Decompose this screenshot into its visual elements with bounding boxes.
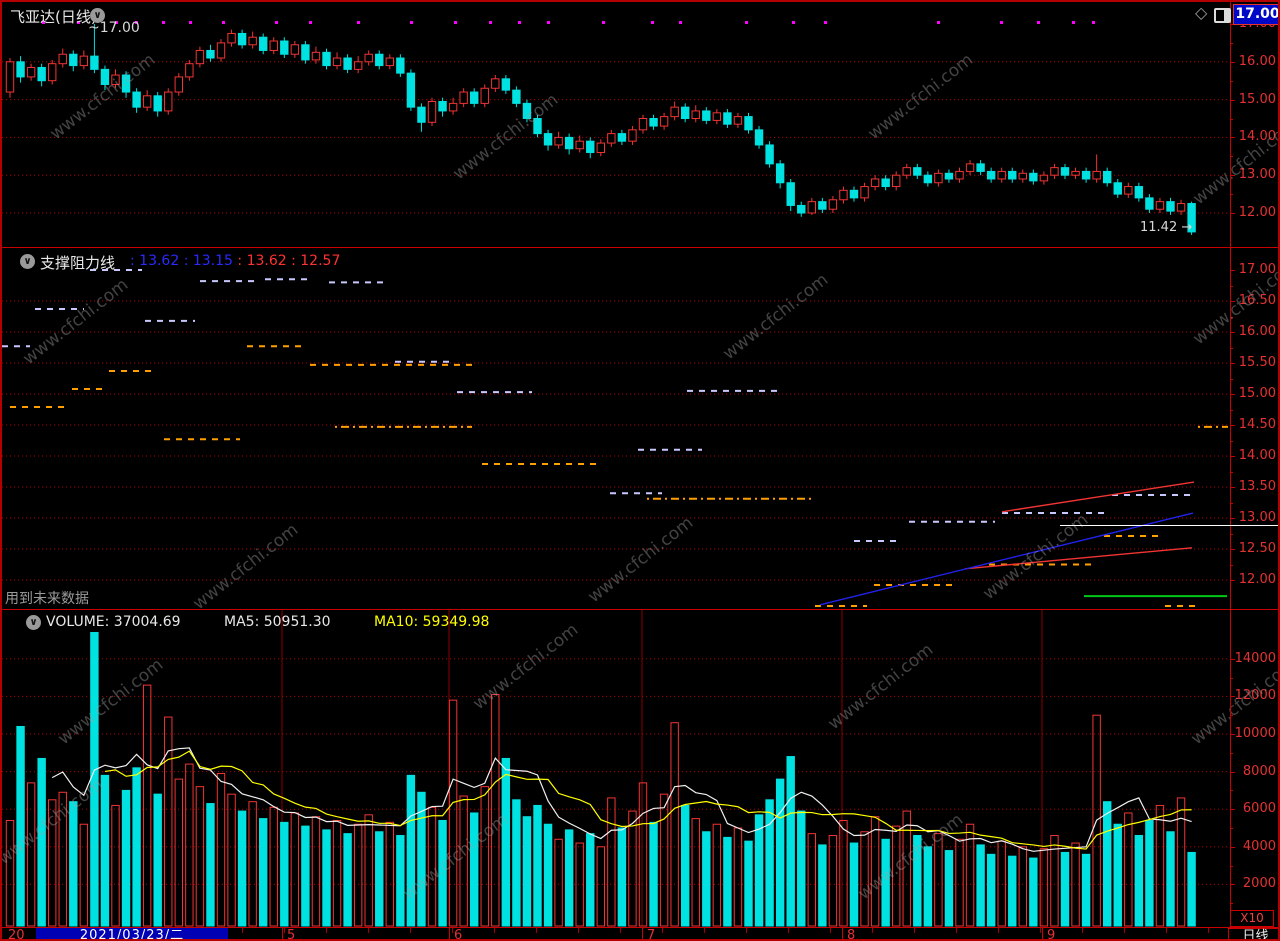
axis-tick: [1230, 394, 1235, 395]
volume-legend: VOLUME: 37004.69: [46, 614, 181, 630]
month-label: 8: [847, 928, 856, 941]
axis-label: 8000: [1242, 763, 1276, 779]
chevron-down-icon[interactable]: ∨: [90, 8, 105, 23]
axis-tick: [1230, 734, 1235, 735]
support-resistance-chart: [2, 269, 1230, 608]
price-annotation-high: ~17.00: [88, 20, 140, 36]
price-panel: 飞亚达(日线) ∨ ~17.00 11.42 → ◇: [2, 2, 1278, 248]
axis-label: 16.00: [1238, 53, 1276, 69]
axis-label: 12.00: [1238, 205, 1276, 220]
future-data-note: 用到未来数据: [5, 591, 89, 607]
axis-label: 14000: [1234, 650, 1276, 666]
current-date-cell: 2021/03/23/二: [36, 928, 228, 939]
axis-label: 16.00: [1238, 324, 1276, 339]
month-label: 5: [287, 928, 296, 941]
axis-tick: [1230, 884, 1235, 886]
ma5-legend: MA5: 50951.30: [224, 614, 331, 630]
month-divider: [282, 928, 283, 939]
axis-separator-line: [1230, 2, 1231, 927]
axis-tick: [1230, 518, 1235, 519]
month-label: 9: [1047, 928, 1056, 941]
price-annotation-low: 11.42 →: [1140, 220, 1193, 235]
month-divider: [642, 928, 643, 939]
axis-tick: [1230, 175, 1235, 177]
axis-tick: [1230, 61, 1235, 63]
axis-label: 14.00: [1238, 129, 1276, 145]
axis-tick: [1230, 99, 1235, 101]
axis-label: 14.50: [1238, 417, 1276, 432]
indicator-value: : 13.62: [130, 253, 180, 269]
period-selector[interactable]: 日线: [1228, 928, 1278, 939]
last-price-box: 17.00: [1233, 4, 1278, 25]
month-divider: [842, 928, 843, 939]
axis-tick: [1230, 213, 1235, 214]
stock-title: 飞亚达(日线): [10, 8, 97, 26]
indicator-value: : 13.15: [179, 253, 233, 269]
volume-axis: 14000 12000 10000 8000 6000 4000 2000: [1230, 610, 1278, 927]
volume-multiplier-label: X10: [1230, 910, 1274, 927]
candlestick-chart: [2, 21, 1230, 235]
axis-label: 6000: [1242, 801, 1276, 817]
panel-separator: [2, 247, 1278, 248]
axis-label: 16.50: [1238, 293, 1276, 308]
axis-tick: [1230, 425, 1235, 426]
axis-tick: [1230, 301, 1235, 302]
price-axis: 17.00 16.00 15.00 14.00 13.00 12.00: [1230, 2, 1278, 248]
axis-label: 13.00: [1238, 167, 1276, 183]
chevron-down-icon[interactable]: ∨: [20, 254, 35, 269]
axis-tick: [1230, 580, 1235, 581]
diamond-icon[interactable]: ◇: [1195, 3, 1208, 22]
panel-separator: [2, 609, 1278, 610]
indicator-panel: ∨ 支撑阻力线 : 13.62 : 13.15 : 13.62 : 12.57 …: [2, 248, 1278, 610]
axis-label: 13.50: [1238, 479, 1276, 494]
axis-label: 12.00: [1238, 572, 1276, 587]
indicator-title: 支撑阻力线: [40, 254, 116, 272]
axis-tick: [1230, 456, 1235, 457]
month-divider: [449, 928, 450, 939]
axis-tick: [1230, 696, 1235, 698]
status-bar: 20 2021/03/23/二 5 6 7 8 9 日线: [2, 927, 1278, 941]
chevron-down-icon[interactable]: ∨: [26, 615, 41, 630]
axis-label: 15.00: [1238, 91, 1276, 107]
axis-label: 13.00: [1238, 510, 1276, 525]
axis-label: 14.00: [1238, 448, 1276, 463]
indicator-value: : 13.62: [232, 253, 287, 269]
split-window-icon[interactable]: [1214, 8, 1231, 23]
axis-tick: [1230, 270, 1235, 271]
resistance-white-line: [1060, 524, 1278, 526]
month-label: 7: [647, 928, 656, 941]
axis-tick: [1230, 137, 1235, 139]
month-divider: [1042, 928, 1043, 939]
axis-tick: [1230, 846, 1235, 848]
axis-label: 15.00: [1238, 386, 1276, 401]
axis-tick: [1230, 771, 1235, 773]
axis-label: 12000: [1234, 688, 1276, 704]
axis-tick: [1230, 658, 1235, 660]
axis-tick: [1230, 332, 1235, 333]
volume-chart: [2, 610, 1230, 927]
indicator-axis: 17.00 16.50 16.00 15.50 15.00 14.50 14.00 13.50…: [1230, 248, 1278, 610]
indicator-values: : 13.62 : 13.15 : 13.62 : 12.57: [130, 253, 340, 269]
axis-label: 12.50: [1238, 541, 1276, 556]
axis-label: 2000: [1242, 876, 1276, 892]
axis-tick: [1230, 809, 1235, 811]
axis-tick: [1230, 24, 1235, 25]
axis-tick: [1230, 549, 1235, 550]
volume-panel: ∨ VOLUME: 37004.69 MA5: 50951.30 MA10: 5…: [2, 610, 1278, 927]
axis-label: 4000: [1242, 838, 1276, 854]
axis-tick: [1230, 487, 1235, 488]
axis-label: 10000: [1234, 726, 1276, 741]
month-label: 6: [454, 928, 463, 941]
ma10-legend: MA10: 59349.98: [374, 614, 490, 630]
axis-label: 15.50: [1238, 355, 1276, 370]
indicator-value: : 12.57: [286, 253, 341, 269]
year-prefix: 20: [8, 928, 25, 941]
axis-tick: [1230, 363, 1235, 364]
axis-label: 17.00: [1238, 262, 1276, 277]
